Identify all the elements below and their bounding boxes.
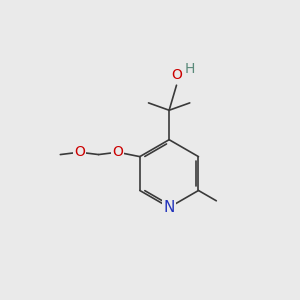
Text: H: H [184,62,195,76]
Text: O: O [112,145,123,159]
Text: O: O [74,145,85,159]
Text: N: N [164,200,175,215]
Text: O: O [171,68,182,82]
